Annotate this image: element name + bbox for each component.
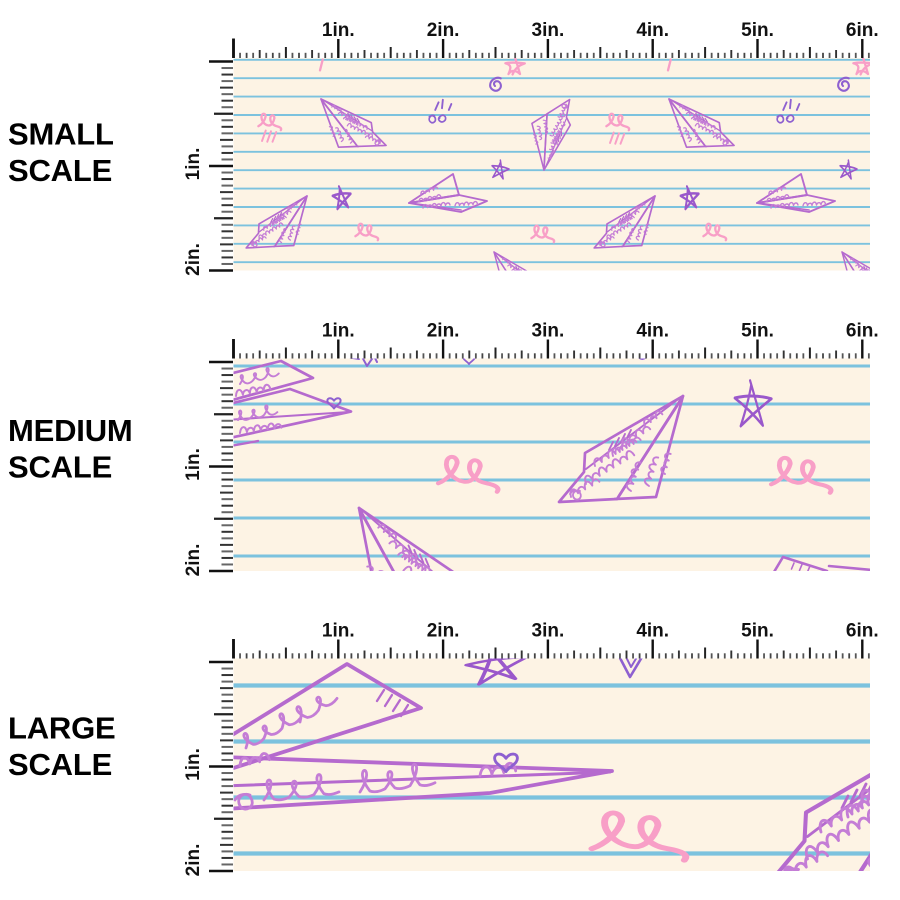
svg-text:2in.: 2in.: [427, 321, 460, 342]
svg-text:SCALE: SCALE: [8, 450, 112, 485]
svg-text:SCALE: SCALE: [8, 153, 112, 188]
svg-text:LARGE: LARGE: [8, 710, 116, 745]
svg-text:3in.: 3in.: [532, 20, 565, 41]
svg-text:4in.: 4in.: [636, 20, 669, 41]
svg-text:1in.: 1in.: [322, 321, 355, 342]
svg-text:4in.: 4in.: [636, 321, 669, 342]
svg-text:6in.: 6in.: [846, 321, 879, 342]
svg-text:2in.: 2in.: [427, 20, 460, 41]
svg-text:SMALL: SMALL: [8, 117, 114, 152]
svg-text:3in.: 3in.: [532, 621, 565, 642]
svg-text:5in.: 5in.: [741, 621, 774, 642]
svg-text:1in.: 1in.: [322, 20, 355, 41]
svg-text:5in.: 5in.: [741, 321, 774, 342]
svg-text:6in.: 6in.: [846, 621, 879, 642]
svg-text:1in.: 1in.: [183, 148, 204, 181]
svg-text:1in.: 1in.: [322, 621, 355, 642]
svg-text:4in.: 4in.: [636, 621, 669, 642]
svg-text:1in.: 1in.: [183, 748, 204, 781]
svg-text:2in.: 2in.: [427, 621, 460, 642]
svg-text:6in.: 6in.: [846, 20, 879, 41]
svg-text:1in.: 1in.: [183, 448, 204, 481]
svg-text:MEDIUM: MEDIUM: [8, 413, 133, 448]
svg-text:2in.: 2in.: [183, 243, 204, 276]
svg-text:2in.: 2in.: [183, 544, 204, 577]
svg-text:SCALE: SCALE: [8, 747, 112, 782]
svg-text:2in.: 2in.: [183, 844, 204, 877]
svg-text:3in.: 3in.: [532, 321, 565, 342]
svg-text:5in.: 5in.: [741, 20, 774, 41]
